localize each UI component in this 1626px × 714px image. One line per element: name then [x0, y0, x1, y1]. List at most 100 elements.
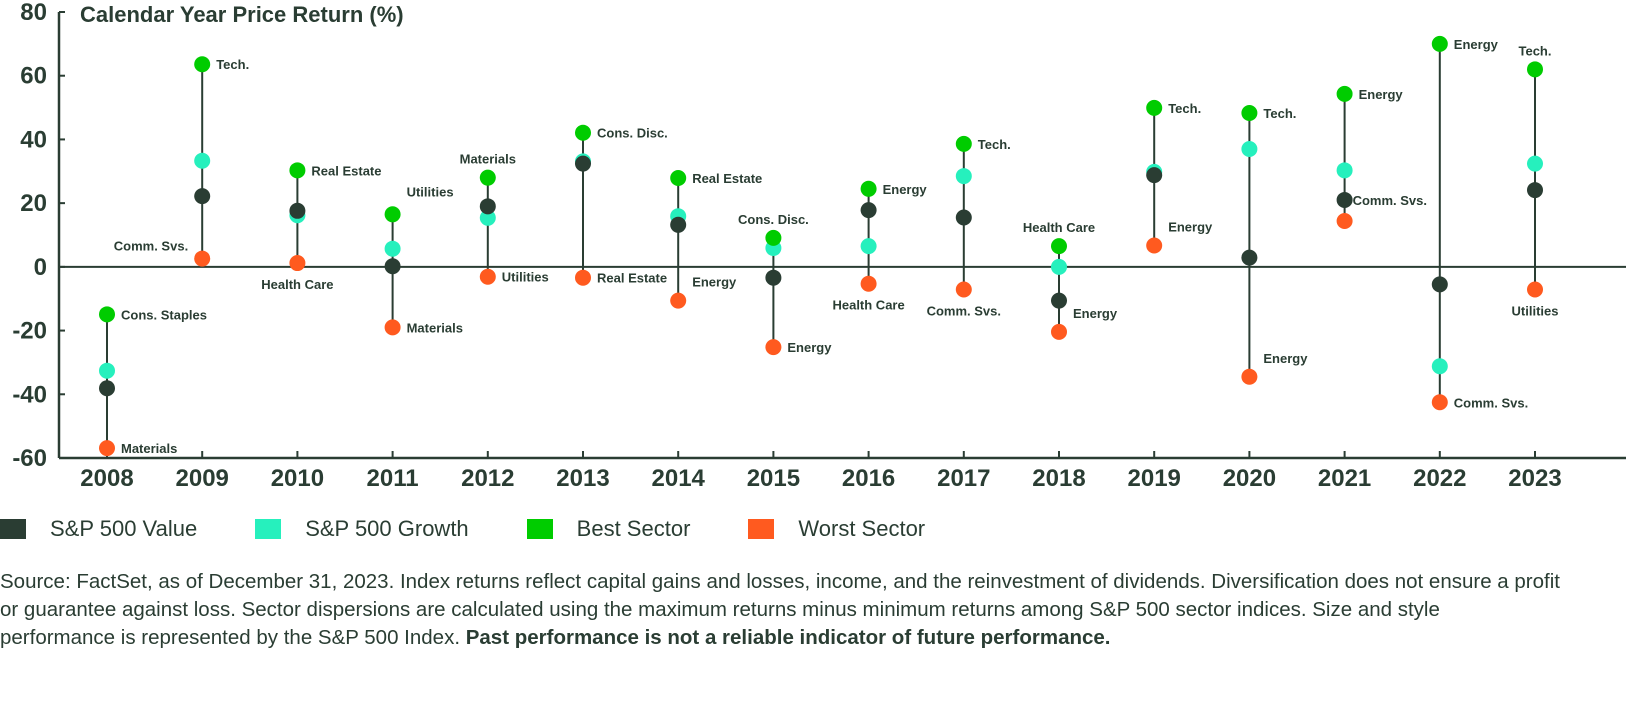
- legend-label-best: Best Sector: [576, 516, 691, 541]
- worst-sector-label: Utilities: [502, 270, 549, 285]
- x-tick-label: 2013: [556, 465, 609, 492]
- x-tick-label: 2009: [176, 465, 229, 492]
- dot-s-p-500-value: [289, 202, 306, 219]
- best-sector-label: Health Care: [1023, 220, 1095, 235]
- dot-range-chart: Calendar Year Price Return (%) 806040200…: [12, 0, 1626, 492]
- dot-s-p-500-value: [1146, 167, 1163, 184]
- dot-best-sector: [479, 169, 496, 186]
- x-tick-label: 2017: [937, 465, 990, 492]
- dot-s-p-500-value: [1336, 191, 1353, 208]
- best-sector-label: Energy: [1359, 87, 1404, 102]
- dot-s-p-500-value: [194, 188, 211, 205]
- legend-swatch-worst: [748, 519, 775, 539]
- x-tick-label: 2011: [367, 465, 419, 492]
- marks: Cons. Staples Materials Tech. Comm. Svs. Rea…: [99, 35, 1559, 457]
- x-tick-label: 2018: [1032, 465, 1085, 492]
- best-sector-label: Materials: [460, 152, 516, 167]
- dot-s-p-500-growth: [955, 168, 972, 185]
- y-tick-label: 0: [34, 254, 47, 281]
- best-sector-label: Tech.: [978, 137, 1011, 152]
- dot-s-p-500-value: [670, 216, 687, 233]
- worst-sector-label: Utilities: [1512, 303, 1559, 318]
- y-tick-label: -20: [12, 318, 47, 345]
- dot-best-sector: [289, 162, 306, 179]
- best-sector-label: Tech.: [216, 57, 249, 72]
- dot-best-sector: [99, 306, 115, 323]
- worst-sector-label: Energy: [1168, 220, 1213, 235]
- dot-s-p-500-value: [384, 258, 401, 275]
- legend-label-worst: Worst Sector: [798, 516, 926, 541]
- dot-worst-sector: [575, 269, 591, 286]
- worst-sector-label: Energy: [1263, 351, 1308, 366]
- best-sector-label: Real Estate: [692, 171, 762, 186]
- dot-best-sector: [1527, 61, 1543, 78]
- worst-sector-label: Energy: [787, 340, 832, 355]
- footnote: Source: FactSet, as of December 31, 2023…: [0, 568, 1560, 652]
- y-tick-label: 40: [20, 126, 47, 153]
- dot-best-sector: [670, 169, 687, 186]
- worst-sector-label: Real Estate: [597, 271, 667, 286]
- dot-worst-sector: [384, 319, 401, 336]
- best-sector-label: Tech.: [1168, 101, 1201, 116]
- dot-worst-sector: [955, 281, 972, 298]
- dot-worst-sector: [860, 275, 877, 292]
- x-tick-label: 2021: [1318, 465, 1371, 492]
- dot-best-sector: [1336, 85, 1353, 102]
- dot-s-p-500-value: [860, 202, 877, 219]
- worst-sector-label: Energy: [692, 275, 737, 290]
- dot-s-p-500-value: [479, 198, 496, 215]
- dot-s-p-500-growth: [194, 152, 211, 169]
- dot-s-p-500-value: [765, 269, 782, 286]
- worst-sector-label: Materials: [407, 320, 463, 335]
- legend-swatch-best: [526, 519, 553, 539]
- chart-title: Calendar Year Price Return (%): [80, 2, 404, 27]
- dot-best-sector: [194, 56, 211, 73]
- dot-worst-sector: [1336, 212, 1353, 229]
- y-tick-label: 60: [20, 63, 47, 90]
- best-sector-label: Tech.: [1519, 43, 1552, 58]
- best-sector-label: Cons. Disc.: [738, 212, 809, 227]
- x-tick-label: 2016: [842, 465, 895, 492]
- y-tick-label: 20: [20, 190, 47, 217]
- dot-best-sector: [575, 124, 591, 141]
- legend-item-worst: Worst Sector: [748, 516, 925, 542]
- worst-sector-label: Comm. Svs.: [114, 239, 188, 254]
- dot-worst-sector: [1146, 237, 1163, 254]
- best-sector-label: Tech.: [1263, 106, 1296, 121]
- dot-s-p-500-growth: [1527, 155, 1543, 172]
- x-tick-label: 2008: [80, 465, 133, 492]
- dot-s-p-500-growth: [1051, 258, 1067, 275]
- dot-worst-sector: [194, 250, 211, 267]
- dot-s-p-500-value: [1431, 276, 1448, 293]
- best-sector-label: Real Estate: [311, 163, 381, 178]
- dot-s-p-500-growth: [479, 209, 496, 226]
- best-sector-label: Cons. Staples: [121, 307, 207, 322]
- dot-worst-sector: [1527, 281, 1543, 298]
- legend: S&P 500 Value S&P 500 Growth Best Sector…: [0, 516, 983, 542]
- legend-item-value: S&P 500 Value: [0, 516, 197, 542]
- worst-sector-label: Comm. Svs.: [1353, 193, 1427, 208]
- legend-swatch-value: [0, 519, 26, 539]
- legend-label-value: S&P 500 Value: [50, 516, 198, 541]
- x-tick-label: 2015: [747, 465, 800, 492]
- dot-s-p-500-growth: [1336, 162, 1353, 179]
- dot-worst-sector: [99, 440, 115, 457]
- best-sector-label: Energy: [883, 182, 928, 197]
- dot-s-p-500-value: [99, 380, 115, 397]
- dot-s-p-500-growth: [1241, 140, 1258, 157]
- dot-best-sector: [765, 229, 782, 246]
- x-tick-label: 2023: [1508, 465, 1561, 492]
- worst-sector-label: Health Care: [832, 298, 904, 313]
- dot-s-p-500-value: [1051, 292, 1067, 309]
- dot-best-sector: [384, 206, 401, 223]
- dot-best-sector: [1241, 104, 1258, 121]
- y-tick-label: 80: [20, 0, 47, 26]
- dot-s-p-500-value: [575, 155, 591, 172]
- footnote-text: Source: FactSet, as of December 31, 2023…: [0, 570, 1560, 649]
- dot-worst-sector: [1431, 394, 1448, 411]
- best-sector-label: Utilities: [407, 184, 454, 199]
- dot-best-sector: [860, 180, 877, 197]
- dot-s-p-500-growth: [1431, 358, 1448, 375]
- dot-best-sector: [1051, 238, 1067, 255]
- dot-worst-sector: [1241, 368, 1258, 385]
